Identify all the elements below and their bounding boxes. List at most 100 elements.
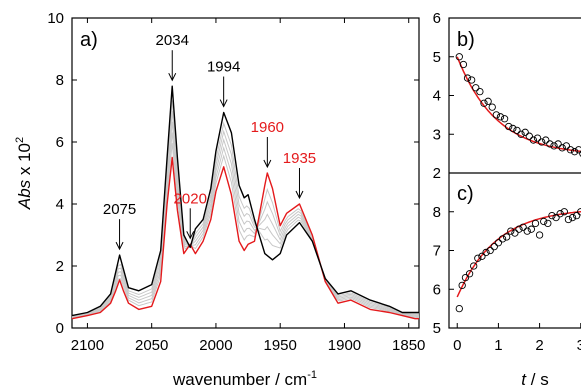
x-tick-label-c: 1: [494, 337, 502, 354]
data-point-b: [517, 130, 525, 138]
data-point-c: [486, 246, 494, 255]
data-point-b: [463, 74, 472, 82]
data-point-c: [511, 229, 519, 237]
annotation-arrowhead: [263, 159, 272, 169]
annotation-label: 1994: [207, 59, 240, 76]
x-tick-label-c: 3: [577, 337, 581, 354]
data-point-b: [467, 76, 476, 84]
data-point-c: [474, 254, 482, 262]
panel-c-points: [455, 208, 581, 313]
x-tick-label-c: 2: [535, 337, 543, 354]
x-tick-label: 1900: [328, 337, 361, 354]
data-point-b: [459, 60, 468, 69]
data-point-c: [465, 270, 474, 278]
y-tick-label-b: 2: [433, 165, 441, 182]
panel-a-series: [71, 85, 419, 320]
x-axis-title-a: wavenumber / cm-1: [172, 369, 317, 389]
data-point-b: [525, 132, 533, 140]
intermediate-spectrum-1: [71, 100, 419, 317]
data-point-c: [515, 225, 523, 233]
fit-line-b: [456, 56, 581, 153]
data-point-c: [455, 304, 463, 313]
data-point-c: [552, 213, 560, 222]
panel-b-label: b): [457, 29, 475, 51]
data-point-b: [500, 115, 509, 123]
data-point-c: [568, 213, 577, 222]
data-point-c: [531, 219, 540, 228]
data-point-b: [550, 142, 558, 150]
y-tick-label-b: 5: [433, 49, 441, 66]
data-point-b: [542, 136, 550, 144]
data-point-b: [575, 146, 581, 154]
annotation-label: 2034: [156, 32, 189, 49]
data-point-b: [513, 126, 521, 135]
data-point-b: [566, 146, 575, 154]
annotation-arrowhead: [186, 231, 195, 240]
y-tick-label-c: 7: [433, 243, 441, 260]
data-point-b: [521, 128, 529, 136]
data-point-b: [484, 97, 492, 105]
data-point-c: [564, 215, 573, 224]
data-point-b: [537, 138, 546, 146]
data-point-c: [519, 223, 527, 231]
data-point-b: [496, 113, 505, 121]
data-point-b: [562, 142, 571, 150]
panel-bc-ticks: 2 3 4 5 6 5 6 7 8 0 1 2 3: [433, 10, 581, 354]
data-point-b: [476, 87, 484, 96]
x-tick-label: 2050: [135, 337, 168, 354]
data-point-c: [494, 239, 503, 247]
intermediate-spectrum-4: [71, 132, 419, 319]
intermediate-spectrum-5: [71, 143, 419, 319]
data-point-c: [535, 231, 544, 239]
data-point-c: [502, 233, 511, 241]
data-point-b: [472, 84, 480, 92]
data-point-c: [572, 211, 581, 220]
y-tick-label: 6: [56, 134, 64, 151]
spectrum-red-line: [71, 156, 419, 320]
panel-b-points: [455, 53, 581, 157]
data-point-c: [490, 242, 498, 251]
panel-a-frame: [71, 17, 420, 329]
data-point-c: [458, 281, 466, 290]
data-point-b: [480, 99, 488, 107]
data-point-c: [556, 210, 564, 218]
annotation-arrowhead: [115, 241, 124, 251]
panel-c-fit-curve: [456, 210, 581, 298]
annotation-label: 1935: [283, 150, 316, 167]
annotation-arrowhead: [295, 190, 304, 200]
y-tick-label-b: 4: [433, 88, 441, 105]
panel-c-label: c): [457, 183, 474, 205]
panel-a-intermediate-spectra: [71, 100, 419, 319]
data-point-c: [527, 225, 536, 233]
y-tick-label: 2: [56, 258, 64, 275]
data-point-c: [461, 273, 470, 282]
y-tick-label-c: 8: [433, 204, 441, 221]
data-point-b: [492, 111, 501, 119]
annotation-label: 2020: [174, 190, 207, 207]
y-tick-label: 4: [56, 196, 64, 213]
data-point-b: [509, 124, 517, 133]
data-point-c: [482, 248, 490, 257]
annotation-label: 1960: [251, 119, 284, 136]
data-point-c: [544, 219, 552, 228]
x-tick-label: 1950: [264, 337, 297, 354]
spectrum-black-line: [71, 85, 419, 317]
data-point-c: [560, 208, 568, 216]
panel-b-fit-curve: [456, 56, 581, 153]
data-point-b: [558, 144, 566, 152]
data-point-b: [488, 103, 496, 111]
x-tick-label: 2100: [71, 337, 104, 354]
y-tick-label: 10: [47, 10, 64, 27]
data-point-c: [470, 262, 478, 270]
y-tick-label-c: 6: [433, 281, 441, 298]
x-axis-title-c: t / s: [521, 370, 548, 389]
intermediate-spectrum-2: [71, 111, 419, 318]
data-point-b: [505, 122, 513, 131]
data-point-c: [498, 235, 507, 243]
panel-a-label: a): [80, 29, 98, 51]
x-tick-label-c: 0: [453, 337, 461, 354]
x-tick-label: 1850: [392, 337, 425, 354]
y-tick-label: 0: [56, 320, 64, 337]
annotation-arrowhead: [219, 99, 228, 108]
